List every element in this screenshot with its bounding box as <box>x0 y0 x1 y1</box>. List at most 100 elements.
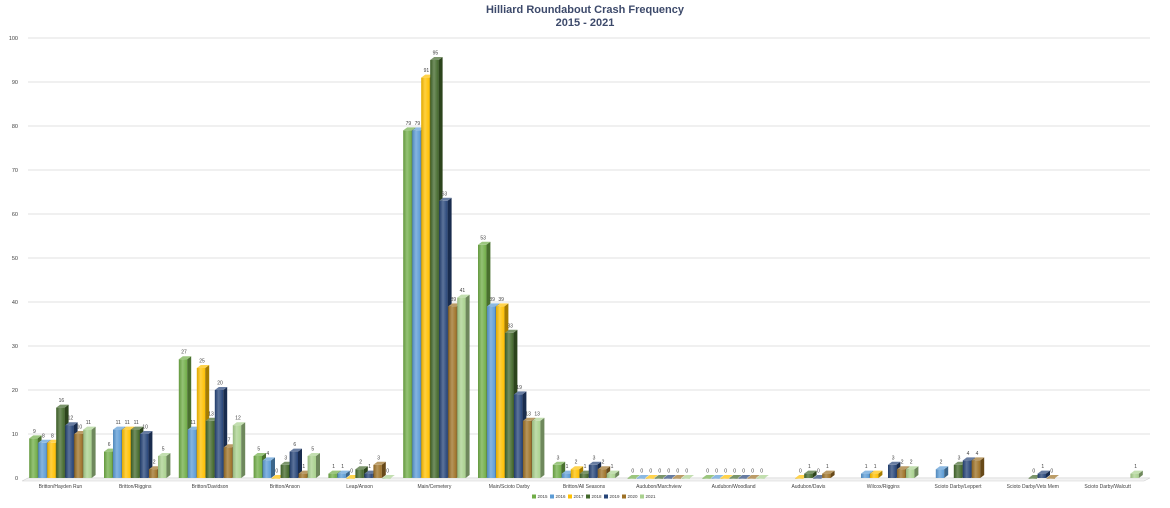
data-label: 2 <box>901 460 904 466</box>
data-label: 91 <box>424 68 430 74</box>
bar-2021-Britton/Davidson <box>232 422 246 478</box>
data-label: 20 <box>217 381 223 387</box>
bar-front <box>355 469 364 478</box>
bar-2016-Britton/Anson <box>262 457 275 478</box>
bar-top <box>672 475 685 478</box>
bar-front <box>720 478 729 479</box>
bar-front <box>888 464 897 478</box>
bar-side <box>148 431 153 478</box>
data-label: 0 <box>676 469 679 475</box>
legend-label: 2019 <box>610 494 621 499</box>
bar-side <box>914 466 919 478</box>
x-tick-label: Audubon/Davis <box>791 484 825 490</box>
data-label: 6 <box>293 442 296 448</box>
bar-front <box>711 478 720 479</box>
data-label: 12 <box>235 416 241 422</box>
data-label: 39 <box>489 297 495 303</box>
data-label: 4 <box>266 451 269 457</box>
bar-top <box>487 303 500 307</box>
bar-front <box>579 473 589 478</box>
bar-front <box>346 478 355 479</box>
data-label: 63 <box>442 191 448 197</box>
x-tick-label: Main/Cemetery <box>417 484 451 490</box>
data-label: 0 <box>667 469 670 475</box>
bar-front <box>514 394 523 478</box>
bar-top <box>496 303 509 307</box>
bar-side <box>540 417 545 478</box>
bar-top <box>663 475 676 478</box>
bar-top <box>756 475 769 478</box>
legend-label: 2020 <box>628 494 639 499</box>
bar-front <box>83 429 92 478</box>
bar-top <box>65 422 78 426</box>
bar-front <box>439 200 448 479</box>
bar-front <box>496 306 505 478</box>
data-label: 8 <box>42 433 45 439</box>
data-label: 0 <box>350 469 353 475</box>
bar-top <box>1130 470 1143 474</box>
data-label: 1 <box>332 464 335 470</box>
data-label: 0 <box>715 469 718 475</box>
bar-2019-Britton/Anson <box>289 448 302 478</box>
bar-top <box>597 466 611 470</box>
data-label: 10 <box>77 425 83 431</box>
data-label: 5 <box>162 447 165 453</box>
bar-side <box>381 461 386 478</box>
bar-2021-Main/Scioto Darby <box>532 417 545 478</box>
bar-top <box>738 475 751 478</box>
legend-swatch <box>532 494 536 499</box>
bar-front <box>457 297 466 478</box>
x-tick-label: Audubon/Woodland <box>712 484 756 490</box>
data-label: 11 <box>190 420 195 426</box>
data-label: 13 <box>534 411 540 417</box>
data-label: 0 <box>799 469 802 475</box>
bar-front <box>561 473 571 478</box>
bar-top <box>158 453 171 456</box>
bar-2016-Leap/Anson <box>337 470 350 478</box>
y-tick-label: 20 <box>12 388 18 394</box>
bar-2016-Audubon/Marchview <box>636 475 649 479</box>
legend-item-2020: 2020 <box>622 494 638 499</box>
bar-top <box>870 470 883 474</box>
bar-top <box>747 475 760 478</box>
bar-2021-Britton/Riggins <box>158 453 171 478</box>
bar-side <box>91 426 96 478</box>
bar-top <box>289 448 302 452</box>
x-axis-ticks: Britton/Hayden Run Britton/Riggins Britton… <box>39 484 1132 490</box>
data-label: 0 <box>724 469 727 475</box>
bar-front <box>262 460 271 478</box>
data-label: 0 <box>685 469 688 475</box>
data-label: 0 <box>649 469 652 475</box>
data-label: 0 <box>1050 469 1053 475</box>
x-tick-label: Leap/Anson <box>346 484 373 490</box>
bar-2015-Audubon/Marchview <box>627 475 640 479</box>
data-label: 12 <box>68 416 74 422</box>
bar-front <box>813 478 822 479</box>
data-label: 6 <box>108 442 111 448</box>
bar-top <box>822 470 835 474</box>
data-label: 1 <box>611 464 614 470</box>
y-tick-label: 80 <box>12 124 18 130</box>
bar-front <box>430 60 439 478</box>
bar-front <box>29 438 38 478</box>
bar-top <box>253 453 266 456</box>
bar-top <box>1046 475 1059 478</box>
y-tick-label: 60 <box>12 212 18 218</box>
bar-side <box>345 470 350 478</box>
legend-swatch <box>586 494 590 499</box>
x-tick-label: Wilcox/Riggins <box>867 484 900 490</box>
data-label: 53 <box>480 235 486 241</box>
x-tick-label: Scioto Darby/Walcutt <box>1084 484 1131 490</box>
bar-top <box>307 453 320 456</box>
data-label: 1 <box>341 464 344 470</box>
legend-item-2018: 2018 <box>586 494 602 499</box>
x-tick-label: Audubon/Marchview <box>636 484 682 490</box>
bar-front <box>971 460 981 478</box>
data-label: 3 <box>284 455 287 461</box>
bar-top <box>337 470 350 474</box>
chart-floor <box>21 477 1151 482</box>
y-tick-label: 50 <box>12 256 18 262</box>
bar-2019-Audubon/Woodland <box>738 475 751 479</box>
bar-front <box>756 478 765 479</box>
bar-2018-Audubon/Woodland <box>729 475 742 479</box>
